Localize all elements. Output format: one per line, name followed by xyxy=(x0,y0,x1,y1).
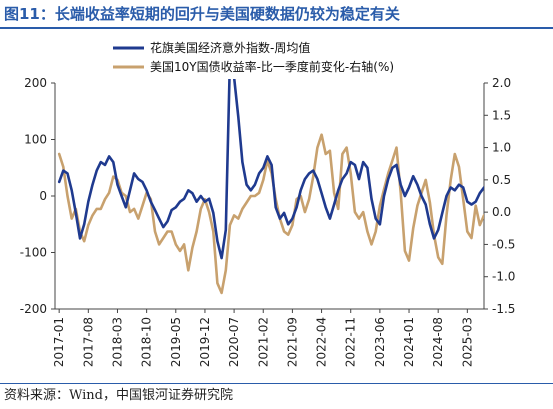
x-tick-label: 2021-09 xyxy=(285,317,299,367)
y-left-tick-label: 200 xyxy=(24,76,47,90)
chart-axes: 200 100 0 -100 -200 2.0 1.5 1.0 0.5 0.0 -0.5 -1.0 -1… xyxy=(20,76,516,367)
x-tick-label: 2019-05 xyxy=(169,317,183,367)
y-right-tick-label: -1.5 xyxy=(492,302,515,316)
y-left-tick-label: 0 xyxy=(39,189,47,203)
y-right-tick-label: 2.0 xyxy=(492,76,511,90)
x-tick-label: 2022-04 xyxy=(315,317,329,367)
series-line-2 xyxy=(57,133,484,295)
page-title: 图11：长端收益率短期的回升与美国硬数据仍较为稳定有关 xyxy=(4,5,400,23)
x-tick-label: 2021-02 xyxy=(256,317,270,367)
y-right-tick-label: -1.0 xyxy=(492,270,515,284)
y-right-tick-label: -0.5 xyxy=(492,237,515,251)
y-left-tick-label: -100 xyxy=(20,246,47,260)
y-right-tick-label: 1.5 xyxy=(492,108,511,122)
y-right-tick-label: 1.0 xyxy=(492,141,511,155)
x-tick-label: 2020-07 xyxy=(227,317,241,367)
y-left-tick-label: -200 xyxy=(20,302,47,316)
chart: 200 100 0 -100 -200 2.0 1.5 1.0 0.5 0.0 -0.5 -1.0 -1… xyxy=(20,40,516,367)
x-tick-label: 2017-01 xyxy=(52,317,66,367)
x-tick-label: 2023-06 xyxy=(373,317,387,367)
x-tick-label: 2018-10 xyxy=(140,317,154,367)
x-tick-label: 2019-12 xyxy=(198,317,212,367)
x-tick-label: 2017-08 xyxy=(81,317,95,367)
title-divider xyxy=(0,27,553,29)
y-right-tick-label: 0.0 xyxy=(492,205,511,219)
x-tick-label: 2022-11 xyxy=(344,317,358,367)
legend-label-series-2: 美国10Y国债收益率-比一季度前变化-右轴(%) xyxy=(150,59,394,74)
chart-series xyxy=(57,79,484,295)
y-right-tick-label: 0.5 xyxy=(492,173,511,187)
legend-label-series-1: 花旗美国经济意外指数-周均值 xyxy=(150,40,310,55)
x-tick-label: 2025-03 xyxy=(460,317,474,367)
source-note: 资料来源：Wind，中国银河证券研究院 xyxy=(4,388,233,403)
x-tick-label: 2024-08 xyxy=(431,317,445,367)
chart-legend: 花旗美国经济意外指数-周均值 美国10Y国债收益率-比一季度前变化-右轴(%) xyxy=(113,40,394,74)
series-line-1 xyxy=(57,79,484,260)
x-tick-label: 2018-03 xyxy=(110,317,124,367)
x-tick-label: 2024-01 xyxy=(402,317,416,367)
y-left-tick-label: 100 xyxy=(24,133,47,147)
source-divider xyxy=(0,383,553,384)
